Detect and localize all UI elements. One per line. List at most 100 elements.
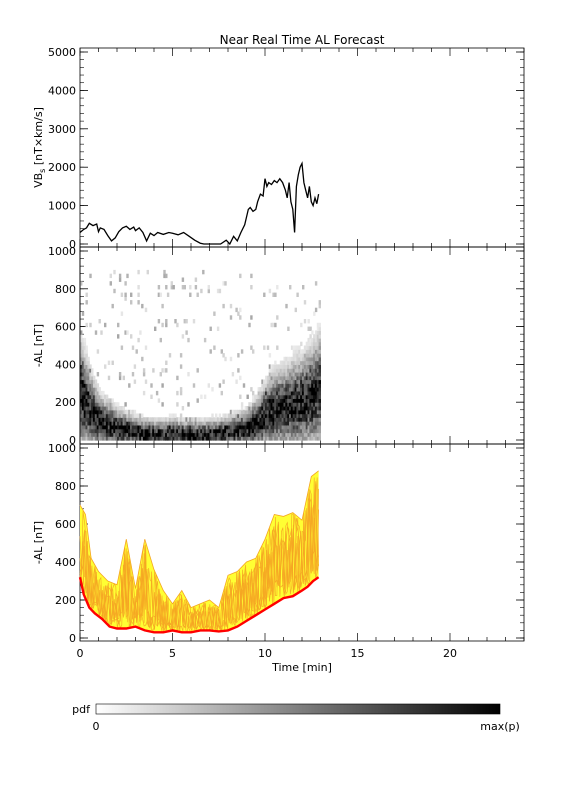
pdf-cell	[131, 345, 135, 350]
pdf-cell	[187, 402, 190, 407]
pdf-cell	[259, 421, 262, 426]
x-tick-label: 0	[77, 647, 84, 660]
pdf-cell	[255, 402, 259, 407]
pdf-cell	[85, 360, 88, 365]
pdf-cell	[179, 432, 183, 437]
pdf-cell	[126, 432, 129, 437]
pdf-cell	[283, 436, 286, 441]
pdf-cell	[85, 292, 88, 297]
pdf-cell	[239, 394, 242, 399]
pdf-cell	[222, 428, 225, 434]
pdf-cell	[150, 417, 153, 422]
pdf-cell	[224, 417, 227, 422]
pdf-cell	[81, 413, 85, 418]
pdf-cell	[302, 402, 305, 407]
pdf-cell	[87, 436, 90, 441]
pdf-cell	[277, 379, 281, 384]
pdf-cell	[152, 417, 155, 422]
pdf-cell	[272, 322, 275, 328]
pdf-cell	[261, 379, 264, 384]
pdf-cell	[157, 424, 161, 430]
pdf-cell	[285, 394, 288, 399]
pdf-cell	[104, 436, 107, 441]
pdf-cell	[250, 315, 253, 320]
pdf-cell	[107, 436, 111, 441]
pdf-cell	[292, 428, 296, 434]
pdf-cell	[115, 409, 118, 415]
pdf-cell	[83, 402, 87, 407]
pdf-cell	[292, 356, 296, 362]
pdf-cell	[302, 356, 305, 362]
pdf-cell	[296, 424, 299, 430]
pdf-cell	[211, 436, 214, 441]
pdf-cell	[233, 409, 236, 415]
pdf-cell	[89, 428, 92, 434]
pdf-cell	[100, 406, 103, 411]
pdf-cell	[253, 428, 257, 434]
pdf-cell	[89, 394, 92, 399]
pdf-cell	[98, 432, 101, 437]
pdf-cell	[155, 428, 159, 434]
pdf-cell	[176, 432, 179, 437]
pdf-cell	[85, 322, 88, 328]
pdf-cell	[93, 432, 96, 437]
pdf-cell	[176, 424, 179, 430]
pdf-cell	[115, 406, 118, 411]
pdf-cell	[131, 432, 135, 437]
pdf-cell	[98, 409, 101, 415]
pdf-cell	[255, 406, 259, 411]
pdf-cell	[287, 413, 290, 418]
pdf-cell	[316, 364, 320, 369]
pdf-cell	[263, 390, 266, 396]
pdf-cell	[309, 334, 312, 339]
pdf-cell	[294, 421, 297, 426]
pdf-cell	[283, 432, 286, 437]
pdf-cell	[294, 353, 297, 358]
pdf-cell	[207, 285, 210, 290]
pdf-cell	[252, 421, 255, 426]
pdf-cell	[292, 424, 296, 430]
pdf-cell	[296, 421, 299, 426]
pdf-cell	[303, 368, 307, 373]
pdf-cell	[314, 330, 318, 335]
pdf-cell	[89, 364, 92, 369]
pdf-cell	[209, 424, 212, 430]
pdf-cell	[91, 424, 94, 430]
pdf-cell	[296, 432, 299, 437]
pdf-cell	[281, 409, 284, 415]
pdf-cell	[202, 428, 205, 434]
pdf-cell	[109, 432, 112, 437]
pdf-cell	[318, 353, 321, 358]
pdf-cell	[154, 421, 157, 426]
pdf-cell	[265, 428, 268, 434]
pdf-cell	[276, 428, 279, 434]
pdf-cell	[222, 303, 225, 309]
pdf-cell	[224, 436, 227, 441]
pdf-cell	[255, 409, 259, 415]
pdf-cell	[277, 406, 281, 411]
pdf-cell	[261, 394, 264, 399]
pdf-cell	[248, 409, 251, 415]
pdf-cell	[168, 413, 172, 418]
pdf-cell	[89, 372, 92, 377]
pdf-cell	[265, 421, 268, 426]
pdf-cell	[263, 345, 266, 350]
pdf-cell	[83, 428, 87, 434]
pdf-cell	[272, 421, 275, 426]
pdf-cell	[305, 413, 309, 418]
pdf-cell	[281, 379, 284, 384]
pdf-cell	[159, 428, 162, 434]
pdf-cell	[126, 421, 129, 426]
pdf-cell	[296, 292, 299, 297]
pdf-cell	[231, 372, 235, 377]
pdf-cell	[93, 402, 96, 407]
pdf-cell	[176, 417, 179, 422]
pdf-cell	[294, 349, 297, 354]
pdf-cell	[316, 428, 320, 434]
pdf-cell	[298, 387, 301, 392]
pdf-cell	[105, 394, 109, 399]
pdf-cell	[109, 409, 112, 415]
pdf-cell	[266, 409, 270, 415]
pdf-cell	[152, 436, 155, 441]
pdf-cell	[135, 349, 138, 354]
